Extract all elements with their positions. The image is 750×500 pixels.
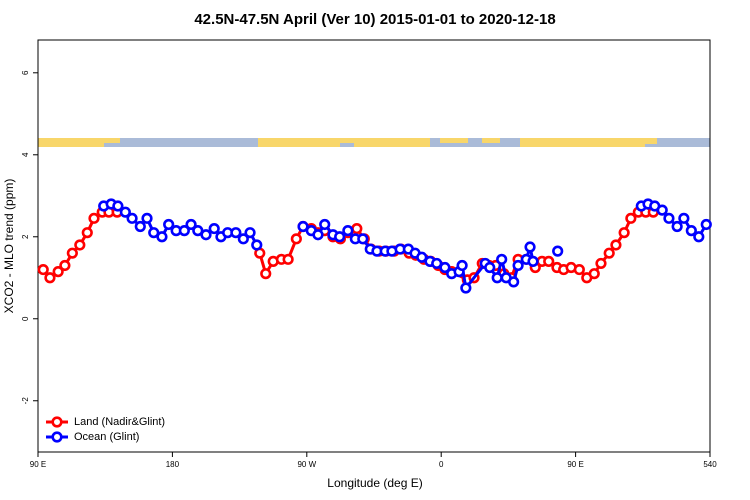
land-mask-strip [38,138,710,147]
data-point [678,212,690,224]
data-point [618,227,630,239]
data-point [700,218,712,231]
x-tick-label: 90 E [567,460,583,469]
data-point [230,227,242,239]
data-point [610,239,622,251]
data-point [685,225,697,237]
data-point [81,227,93,239]
y-tick-label: 0 [21,316,30,321]
x-tick-label: 90 W [297,460,316,469]
data-point [524,241,536,253]
data-point [148,227,160,239]
data-point [185,218,197,231]
data-point [543,255,555,267]
data-point [260,268,272,280]
x-tick-label: 90 E [30,460,46,469]
data-point [178,225,190,237]
data-point [119,206,131,218]
data-point [88,212,100,224]
data-point [527,255,539,267]
data-point [59,259,71,272]
data-point [244,227,256,239]
data-point [351,222,363,235]
data-point [282,253,294,265]
data-point [290,233,302,245]
data-point [134,220,146,233]
y-tick-label: 6 [21,70,30,75]
data-point [552,245,564,257]
data-point [112,200,124,212]
data-point [625,212,637,224]
data-point [693,231,705,243]
data-point [52,266,64,278]
data-point [237,233,249,245]
data-point [208,222,220,235]
x-tick-label: 0 [439,460,444,469]
data-point [416,251,428,263]
y-tick-label: -2 [21,397,30,405]
data-point [44,272,56,284]
data-point [588,268,600,280]
x-tick-label: 180 [166,460,180,469]
data-point [163,218,175,231]
x-axis-label: Longitude (deg E) [327,476,422,490]
data-point [671,220,683,233]
data-point [126,212,138,224]
data-point [297,220,309,233]
data-point [460,282,472,294]
data-point [200,229,212,241]
data-point [357,233,369,245]
data-point [141,212,153,224]
legend-marker [51,431,63,443]
y-axis-label: XCO2 - MLO trend (ppm) [2,179,16,314]
data-point [484,261,496,274]
x-tick-label: 540 [703,460,717,469]
data-point [66,247,78,259]
data-point [342,225,354,237]
data-point [312,229,324,241]
data-point [319,218,331,231]
data-point [251,239,263,251]
data-point [74,239,86,251]
legend-label: Ocean (Glint) [74,431,139,443]
data-point [334,231,346,243]
data-point [439,261,451,274]
data-point [508,276,520,288]
data-point [496,253,508,265]
data-point [456,259,468,272]
data-point [573,263,585,276]
y-tick-label: 4 [21,152,30,157]
y-tick-label: 2 [21,234,30,239]
legend-label: Land (Nadir&Glint) [74,416,165,428]
data-point [663,212,675,224]
data-point [431,257,443,270]
plot-frame [37,39,711,453]
data-point [192,225,204,237]
data-point [37,263,49,276]
chart-title: 42.5N-47.5N April (Ver 10) 2015-01-01 to… [194,11,555,28]
data-point [603,247,615,259]
data-point [491,272,503,284]
legend-marker [51,416,63,428]
data-point [156,231,168,243]
data-point [512,259,524,272]
data-point [656,204,668,216]
data-point [595,257,607,270]
